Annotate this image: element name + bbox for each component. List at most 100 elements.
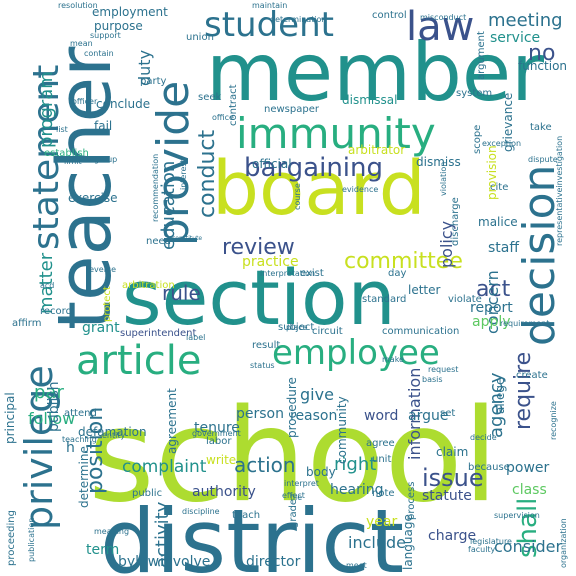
- word-policy: policy: [437, 221, 456, 268]
- word-organization: organization: [559, 518, 568, 568]
- word-activity: activity: [152, 501, 173, 568]
- word-provision: provision: [485, 145, 499, 200]
- word-government: government: [192, 429, 241, 438]
- word-contain: contain: [84, 49, 114, 58]
- word-principal: principal: [3, 392, 17, 444]
- word-publication: publication: [27, 518, 36, 562]
- word-grant: grant: [82, 320, 120, 336]
- word-defamation: defamation: [78, 425, 147, 439]
- word-subject: subject: [278, 322, 314, 333]
- word-complaint: complaint: [122, 457, 207, 477]
- word-privilege: privilege: [17, 365, 61, 530]
- word-cite: cite: [490, 182, 508, 193]
- word-act: act: [476, 277, 511, 302]
- word-meet: meet: [346, 561, 367, 570]
- word-office: office: [212, 113, 234, 122]
- word-meeting: meeting: [488, 10, 563, 31]
- word-immunity: immunity: [236, 109, 436, 158]
- word-position: position: [83, 407, 108, 494]
- word-follow: follow: [28, 409, 75, 428]
- word-exercise: exercise: [68, 191, 118, 205]
- word-argument: argument: [476, 31, 487, 80]
- word-tenure: tenure: [194, 420, 240, 436]
- word-reason: reason: [290, 408, 337, 424]
- word-because: because: [468, 462, 510, 473]
- word-apply: apply: [472, 314, 511, 330]
- word-meaning: meaning: [94, 527, 129, 536]
- word-information: information: [405, 368, 424, 460]
- word-protect: protect: [102, 286, 113, 322]
- word-consider: consider: [494, 537, 563, 556]
- word-group: group: [94, 155, 117, 164]
- word-shall: shall: [513, 498, 543, 558]
- word-unit: unit: [372, 454, 391, 465]
- word-h: h: [66, 440, 75, 456]
- word-grievance: grievance: [501, 93, 515, 152]
- word-violate: violate: [448, 294, 482, 305]
- word-review: review: [222, 235, 295, 260]
- word-status: status: [250, 361, 275, 370]
- word-right: right: [334, 454, 376, 475]
- word-entity: entity: [102, 431, 125, 440]
- word-dismissal: dismissal: [342, 93, 397, 107]
- word-maintain: maintain: [252, 1, 287, 10]
- word-determine: determine: [77, 446, 91, 508]
- word-matter: matter: [36, 252, 57, 314]
- word-committee: committee: [344, 249, 463, 274]
- word-article: article: [76, 338, 201, 384]
- word-recognize: recognize: [549, 401, 558, 440]
- word-practice: practice: [242, 254, 299, 270]
- word-interest: interest: [179, 159, 188, 190]
- word-agreement: agreement: [165, 388, 179, 454]
- word-process: process: [406, 482, 417, 520]
- word-support: support: [90, 31, 121, 40]
- word-request: request: [428, 365, 458, 374]
- word-program: program: [36, 71, 57, 148]
- word-community: community: [335, 396, 349, 464]
- word-circuit: circuit: [312, 326, 343, 337]
- word-acd: acd: [40, 281, 54, 290]
- word-public: public: [132, 488, 162, 499]
- word-statement: statement: [26, 65, 67, 250]
- word-employment: employment: [92, 5, 168, 19]
- word-arbitrator: arbitrator: [348, 143, 405, 157]
- word-conclude: conclude: [96, 97, 150, 111]
- word-supervision: supervision: [494, 511, 540, 520]
- word-no: no: [528, 41, 555, 66]
- word-teach: teach: [232, 510, 260, 521]
- word-superintendent: superintendent: [120, 328, 197, 339]
- word-dispute: dispute: [528, 155, 558, 164]
- word-legislature: legislature: [470, 537, 512, 546]
- word-body: body: [306, 465, 336, 479]
- word-file: file: [290, 493, 302, 502]
- word-teacher: teacher: [42, 46, 128, 330]
- word-misconduct: misconduct: [420, 13, 466, 22]
- word-provide: provide: [148, 81, 199, 246]
- word-agency: agency: [486, 372, 507, 438]
- word-list: list: [56, 125, 68, 134]
- word-district: district: [100, 490, 404, 576]
- word-party: party: [140, 76, 167, 87]
- word-malice: malice: [478, 215, 518, 229]
- word-grade: grade: [288, 499, 299, 528]
- word-school: school: [88, 382, 498, 531]
- word-official: official: [252, 157, 292, 171]
- word-issue: issue: [422, 464, 484, 492]
- word-fail: fail: [94, 119, 112, 133]
- word-person: person: [236, 406, 284, 422]
- word-require: require: [511, 352, 536, 430]
- word-contract: contract: [228, 84, 239, 126]
- word-record: record: [40, 306, 72, 317]
- word-discipline: discipline: [182, 507, 220, 516]
- word-newspaper: newspaper: [264, 104, 320, 115]
- word-involve: involve: [160, 554, 210, 570]
- word-student: student: [204, 5, 334, 45]
- word-purpose: purpose: [94, 19, 143, 33]
- word-give: give: [300, 385, 334, 404]
- word-class: class: [512, 482, 547, 498]
- word-communication: communication: [382, 326, 459, 337]
- word-section: section: [122, 253, 396, 342]
- word-exist: exist: [300, 268, 324, 279]
